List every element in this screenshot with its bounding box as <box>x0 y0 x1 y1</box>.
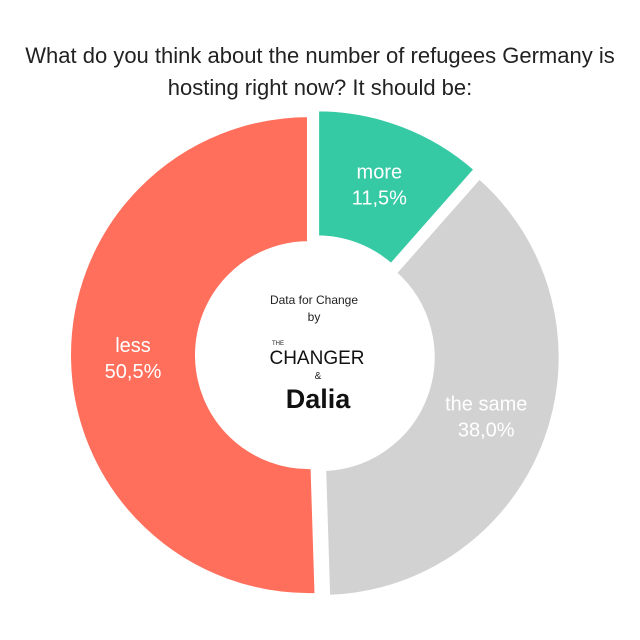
donut-slices <box>67 107 563 599</box>
slice-value-less: 50,5% <box>105 361 162 383</box>
slice-value-the-same: 38,0% <box>458 420 515 442</box>
slice-the-same <box>322 174 563 599</box>
changer-logo-small-text: THE <box>272 341 284 347</box>
donut-center-hole <box>205 245 425 465</box>
slice-label-more: more <box>357 162 403 184</box>
chart-title-line-1: What do you think about the number of re… <box>25 43 615 68</box>
dalia-logo: Dalia <box>286 384 352 414</box>
slice-more <box>315 107 479 269</box>
center-line-2: by <box>308 310 321 324</box>
slice-labels: more 11,5% the same 38,0% less 50,5% <box>105 162 528 442</box>
slice-value-more: 11,5% <box>352 188 407 210</box>
changer-logo: CHANGER <box>269 348 364 369</box>
center-line-1: Data for Change <box>270 293 358 307</box>
slice-label-less: less <box>115 335 151 357</box>
chart-title: What do you think about the number of re… <box>0 40 640 104</box>
logo-ampersand: & <box>315 371 322 382</box>
slice-less <box>67 113 319 598</box>
chart-title-line-2: hosting right now? It should be: <box>167 75 473 100</box>
center-logo: Data for Change by THE CHANGER & Dalia <box>269 293 364 414</box>
slice-label-the-same: the same <box>445 394 527 416</box>
